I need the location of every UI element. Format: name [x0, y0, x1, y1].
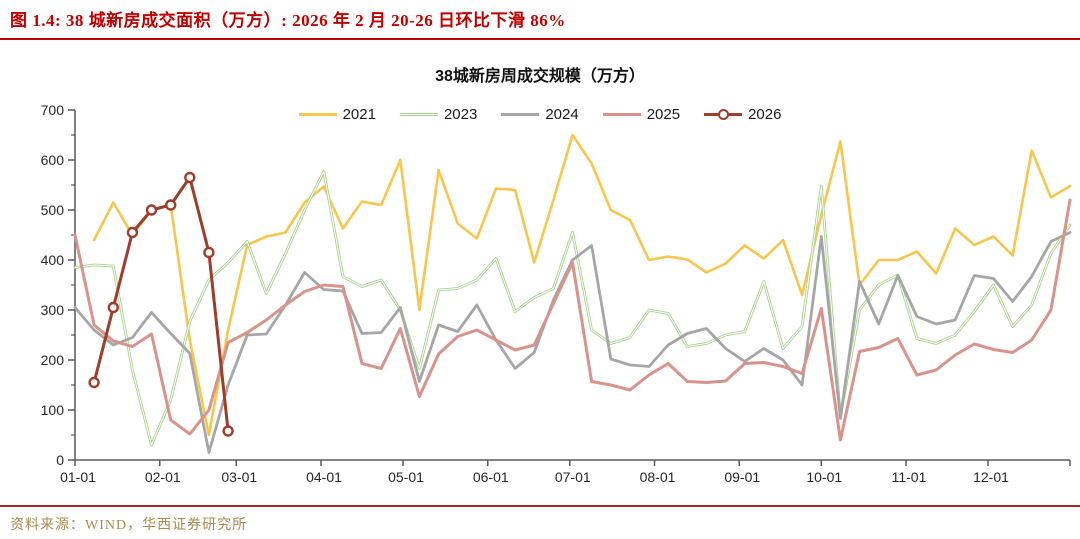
- legend-item-2024: 2024: [501, 105, 579, 123]
- source-rule: [0, 505, 1080, 507]
- chart-legend: 2021 2023 2024 2025 2026: [0, 103, 1080, 125]
- legend-swatch-2024: [501, 112, 540, 116]
- data-point-marker-2026: [164, 199, 177, 211]
- legend-item-2026: 2026: [704, 106, 781, 123]
- legend-label-2024: 2024: [545, 105, 579, 123]
- x-tick-label: 05-01: [388, 469, 424, 485]
- chart-title: 38城新房周成交规模（万方）: [435, 68, 645, 85]
- x-tick-label: 10-01: [806, 469, 842, 485]
- data-point-marker-2026: [126, 226, 139, 239]
- legend-swatch-2026: [704, 108, 743, 120]
- title-rule: [0, 38, 1080, 40]
- legend-marker-circle: [718, 108, 730, 120]
- x-tick-label: 06-01: [473, 469, 509, 485]
- x-tick-label: 08-01: [640, 469, 676, 485]
- y-tick-label: 500: [41, 202, 65, 218]
- y-tick-label: 0: [56, 452, 64, 468]
- x-tick-label: 02-01: [145, 469, 181, 485]
- y-tick-label: 400: [41, 252, 65, 268]
- x-tick-label: 03-01: [221, 469, 257, 485]
- legend-label-2023: 2023: [443, 105, 478, 123]
- legend-label-2026: 2026: [748, 105, 782, 123]
- data-point-marker-2026: [203, 246, 215, 259]
- series-line-2024: [73, 231, 1072, 454]
- x-tick-label: 04-01: [306, 469, 342, 485]
- legend-item-2021: 2021: [298, 105, 376, 123]
- data-point-marker-2026: [88, 376, 100, 389]
- x-tick-label: 11-01: [892, 469, 927, 485]
- data-point-marker-2026: [145, 204, 158, 216]
- legend-swatch-2021: [298, 112, 337, 116]
- x-tick-label: 01-01: [60, 469, 96, 485]
- x-tick-label: 09-01: [724, 469, 760, 485]
- series-line-2025: [73, 198, 1072, 442]
- data-point-marker-2026: [222, 425, 234, 437]
- series-line-inner-2023: [74, 171, 1071, 446]
- y-tick-label: 700: [41, 102, 65, 118]
- data-point-marker-2026: [107, 301, 120, 314]
- legend-swatch-2023: [399, 112, 438, 116]
- series-line-2021: [92, 133, 1072, 437]
- x-tick-label: 12-01: [973, 469, 1009, 485]
- y-tick-label: 200: [41, 352, 65, 368]
- y-tick-label: 600: [41, 152, 65, 168]
- legend-label-2025: 2025: [646, 105, 681, 123]
- legend-item-2025: 2025: [602, 105, 681, 123]
- data-point-marker-2026: [184, 171, 196, 184]
- legend-label-2021: 2021: [342, 105, 376, 123]
- legend-swatch-2025: [602, 112, 641, 116]
- series-line-2026: [92, 176, 230, 433]
- x-tick-label: 07-01: [555, 469, 591, 485]
- y-tick-label: 100: [41, 402, 65, 418]
- legend-item-2023: 2023: [399, 105, 478, 123]
- y-tick-label: 300: [41, 302, 65, 318]
- figure-title: 图 1.4: 38 城新房成交面积（万方）: 2026 年 2 月 20-26 …: [10, 11, 566, 30]
- source-note: 资料来源：WIND，华西证券研究所: [10, 518, 248, 533]
